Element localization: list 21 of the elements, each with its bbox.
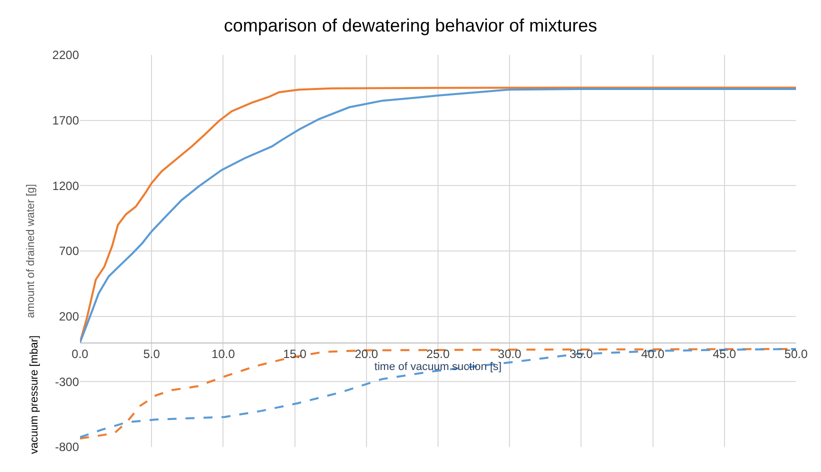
x-tick-label: 15.0: [283, 346, 307, 361]
x-tick-label: 10.0: [212, 346, 236, 361]
y-tick-label: 200: [58, 310, 80, 324]
y-tick-label: -800: [54, 440, 80, 454]
x-tick-label: 25.0: [426, 346, 450, 361]
y-tick-label: 700: [58, 244, 80, 258]
chart-title: comparison of dewatering behavior of mixtures: [224, 15, 598, 36]
y-axis-title: amount of drained water [g]: [24, 184, 37, 318]
y-tick-label: 2200: [52, 48, 80, 62]
text: vacuum pressure [mbar]: [28, 335, 41, 454]
y-tick-label: -300: [54, 374, 80, 389]
x-tick-label: 35.0: [570, 346, 594, 361]
x-tick-label: 30.0: [498, 346, 522, 361]
x-tick-label: 40.0: [641, 346, 665, 361]
x-tick-label: 0.0: [72, 346, 89, 361]
x-tick-label: 45.0: [712, 346, 736, 361]
x-tick-label: 50.0: [784, 346, 808, 361]
y-tick-label: 1200: [52, 178, 80, 193]
y-tick-label: 1700: [52, 114, 80, 128]
x-tick-label: 20.0: [354, 346, 378, 361]
x-tick-label: 5.0: [143, 346, 160, 361]
